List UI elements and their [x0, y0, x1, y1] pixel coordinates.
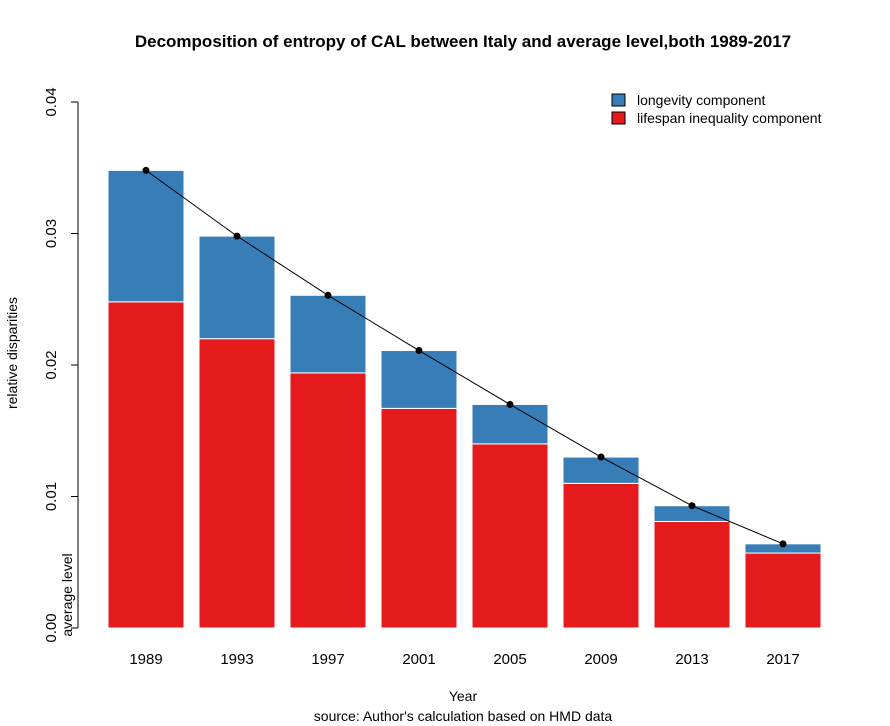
bar-segment-longevity-2009 [562, 456, 640, 484]
bar-segment-longevity-1989 [107, 169, 185, 303]
average-level-label: average level [59, 553, 75, 636]
bar-segment-lifespan-1993 [198, 338, 276, 629]
legend-label-longevity: longevity component [637, 92, 766, 108]
bar-segment-longevity-1997 [289, 294, 367, 374]
totals-point-2009 [597, 453, 605, 461]
source-note: source: Author's calculation based on HM… [314, 708, 613, 724]
y-axis-label: relative disparities [4, 297, 20, 409]
bar-segment-longevity-2005 [471, 403, 549, 445]
y-tick-label: 0.01 [43, 482, 60, 511]
y-axis: 0.00 0.01 0.02 0.03 0.04 [43, 87, 79, 643]
x-tick-label: 1989 [129, 651, 162, 668]
bar-segment-longevity-2001 [380, 350, 458, 409]
totals-point-2001 [415, 347, 423, 355]
totals-line-group [142, 166, 787, 548]
y-tick-label: 0.02 [43, 350, 60, 379]
y-tick-label: 0.03 [43, 219, 60, 248]
bar-segment-lifespan-2009 [562, 482, 640, 629]
x-tick-label: 2005 [493, 651, 526, 668]
totals-point-1989 [142, 166, 150, 174]
bar-segment-lifespan-1989 [107, 301, 185, 629]
bar-segment-lifespan-1997 [289, 372, 367, 629]
legend-swatch-lifespan [611, 111, 626, 125]
x-tick-label: 1993 [220, 651, 253, 668]
totals-point-1993 [233, 232, 241, 240]
bar-segment-lifespan-2013 [653, 520, 731, 629]
totals-line [145, 169, 784, 545]
chart-title: Decomposition of entropy of CAL between … [135, 32, 791, 51]
bar-segment-lifespan-2001 [380, 407, 458, 629]
totals-point-2005 [506, 400, 514, 408]
x-tick-label: 2001 [402, 651, 435, 668]
totals-point-1997 [324, 291, 332, 299]
x-axis-label: Year [449, 688, 478, 704]
x-tick-label: 1997 [311, 651, 344, 668]
legend-label-lifespan: lifespan inequality component [637, 110, 822, 126]
bars-group [107, 169, 822, 629]
y-tick-label: 0.04 [43, 87, 60, 116]
legend: longevity component lifespan inequality … [611, 92, 822, 126]
x-tick-label: 2009 [584, 651, 617, 668]
x-tick-label: 2017 [766, 651, 799, 668]
bar-segment-lifespan-2005 [471, 443, 549, 629]
bar-segment-lifespan-2017 [744, 552, 822, 629]
bar-segment-longevity-1993 [198, 235, 276, 340]
totals-point-2013 [688, 502, 696, 510]
x-tick-label: 2013 [675, 651, 708, 668]
y-tick-label: 0.00 [43, 613, 60, 642]
totals-point-2017 [779, 540, 787, 548]
x-tick-labels: 1989 1993 1997 2001 2005 2009 2013 2017 [129, 651, 799, 668]
legend-swatch-longevity [611, 93, 626, 107]
